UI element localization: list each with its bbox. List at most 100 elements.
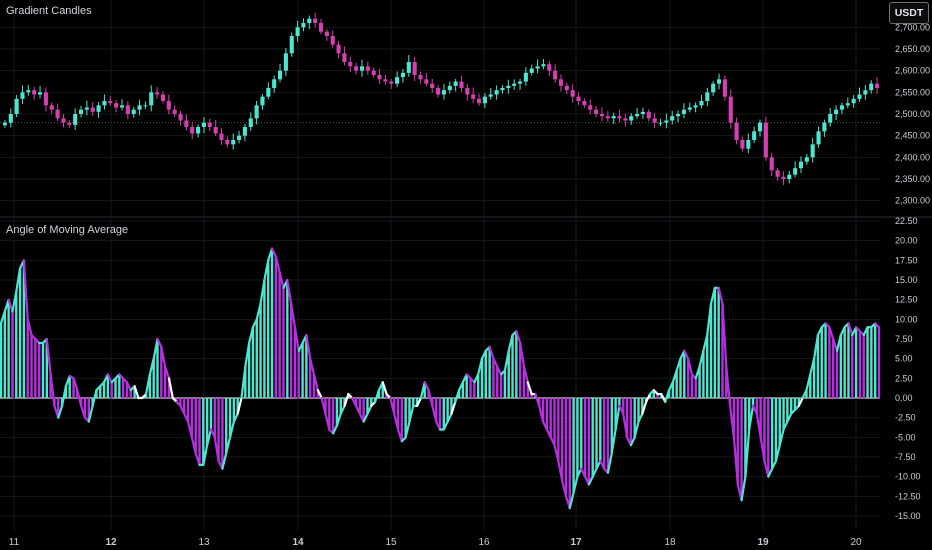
angle-line-segment xyxy=(671,369,678,384)
candle-body xyxy=(184,120,189,127)
candle-body xyxy=(73,114,78,125)
angle-line-segment xyxy=(557,459,564,482)
candle-body xyxy=(787,174,792,179)
candle-body xyxy=(389,81,394,84)
currency-button[interactable]: USDT xyxy=(889,2,929,24)
angle-tick-label: -2.50 xyxy=(895,413,916,423)
candle-body xyxy=(816,131,821,145)
candle-body xyxy=(90,107,95,112)
angle-line-segment xyxy=(339,404,346,415)
candle-body xyxy=(564,85,569,91)
angle-line-segment xyxy=(599,459,606,470)
angle-line-segment xyxy=(755,412,762,439)
angle-line-segment xyxy=(320,396,327,415)
angle-line-segment xyxy=(553,444,560,463)
angle-line-segment xyxy=(45,337,52,376)
angle-line-segment xyxy=(706,302,713,337)
candle-body xyxy=(875,83,880,88)
angle-line-segment xyxy=(645,392,652,404)
angle-tick-label: 15.00 xyxy=(895,275,918,285)
candle-body xyxy=(869,83,874,91)
candle-body xyxy=(441,90,446,95)
angle-line-segment xyxy=(431,404,438,423)
price-tick-label: 2,400.00 xyxy=(895,152,930,162)
candle-body xyxy=(371,70,376,75)
angle-line-segment xyxy=(72,377,79,392)
angle-line-segment xyxy=(774,444,781,463)
angle-line-segment xyxy=(759,436,766,463)
candle-body xyxy=(178,114,183,121)
candle-body xyxy=(664,120,669,123)
angle-line-segment xyxy=(572,475,579,494)
candle-body xyxy=(354,66,359,71)
candle-body xyxy=(336,44,341,54)
candle-body xyxy=(225,140,230,145)
candle-body xyxy=(839,105,845,110)
price-tick-label: 2,650.00 xyxy=(895,44,930,54)
angle-line-segment xyxy=(3,298,10,313)
angle-line-segment xyxy=(580,467,587,478)
top-pane-title: Gradient Candles xyxy=(6,5,92,17)
candle-body xyxy=(459,81,464,88)
angle-line-segment xyxy=(763,459,770,478)
angle-tick-label: -10.00 xyxy=(895,472,921,482)
angle-line-segment xyxy=(851,326,858,337)
angle-line-segment xyxy=(625,436,632,447)
angle-line-segment xyxy=(538,404,545,423)
candle-body xyxy=(26,90,31,93)
angle-line-segment xyxy=(278,271,285,289)
candle-body xyxy=(453,81,458,86)
candle-body xyxy=(266,88,271,97)
angle-line-segment xyxy=(725,365,732,407)
angle-line-segment xyxy=(813,333,820,360)
angle-tick-label: 10.00 xyxy=(895,314,918,324)
angle-tick-label: 0.00 xyxy=(895,393,913,403)
candle-body xyxy=(670,116,675,121)
angle-line-segment xyxy=(541,420,548,431)
angle-line-segment xyxy=(248,326,255,345)
angle-line-segment xyxy=(862,326,869,337)
candle-body xyxy=(424,79,429,84)
angle-tick-label: 20.00 xyxy=(895,236,918,246)
angle-line-segment xyxy=(358,412,365,423)
time-tick-label: 20 xyxy=(850,537,862,548)
candle-body xyxy=(313,18,318,23)
candle-body xyxy=(301,23,306,28)
angle-line-segment xyxy=(751,404,758,415)
angle-line-segment xyxy=(622,412,629,439)
candle-body xyxy=(359,66,365,71)
angle-line-segment xyxy=(667,381,674,392)
angle-line-segment xyxy=(354,404,361,415)
candle-body xyxy=(125,105,130,114)
candle-body xyxy=(494,90,499,95)
angle-line-segment xyxy=(488,345,495,360)
angle-line-segment xyxy=(729,404,736,439)
candle-body xyxy=(482,96,487,104)
angle-tick-label: -12.50 xyxy=(895,491,921,501)
angle-line-segment xyxy=(232,412,239,423)
angle-line-segment xyxy=(797,396,804,407)
candle-body xyxy=(213,127,218,134)
angle-tick-label: -5.00 xyxy=(895,432,916,442)
candle-body xyxy=(108,101,113,104)
angle-line-segment xyxy=(183,412,190,423)
angle-line-segment xyxy=(473,373,480,384)
angle-line-segment xyxy=(255,302,262,321)
angle-line-segment xyxy=(190,436,197,455)
candle-body xyxy=(43,92,48,106)
angle-line-segment xyxy=(740,475,747,502)
angle-line-segment xyxy=(396,428,403,443)
angle-line-segment xyxy=(427,389,434,407)
candle-body xyxy=(646,111,651,119)
angle-line-segment xyxy=(381,381,388,396)
candle-body xyxy=(775,170,780,177)
candle-body xyxy=(406,62,411,73)
angle-line-segment xyxy=(515,330,522,345)
time-tick-label: 17 xyxy=(570,537,582,548)
angle-line-segment xyxy=(293,326,300,352)
angle-line-segment xyxy=(717,286,724,305)
angle-line-segment xyxy=(507,333,514,352)
candle-body xyxy=(207,122,212,127)
angle-line-segment xyxy=(786,412,793,423)
